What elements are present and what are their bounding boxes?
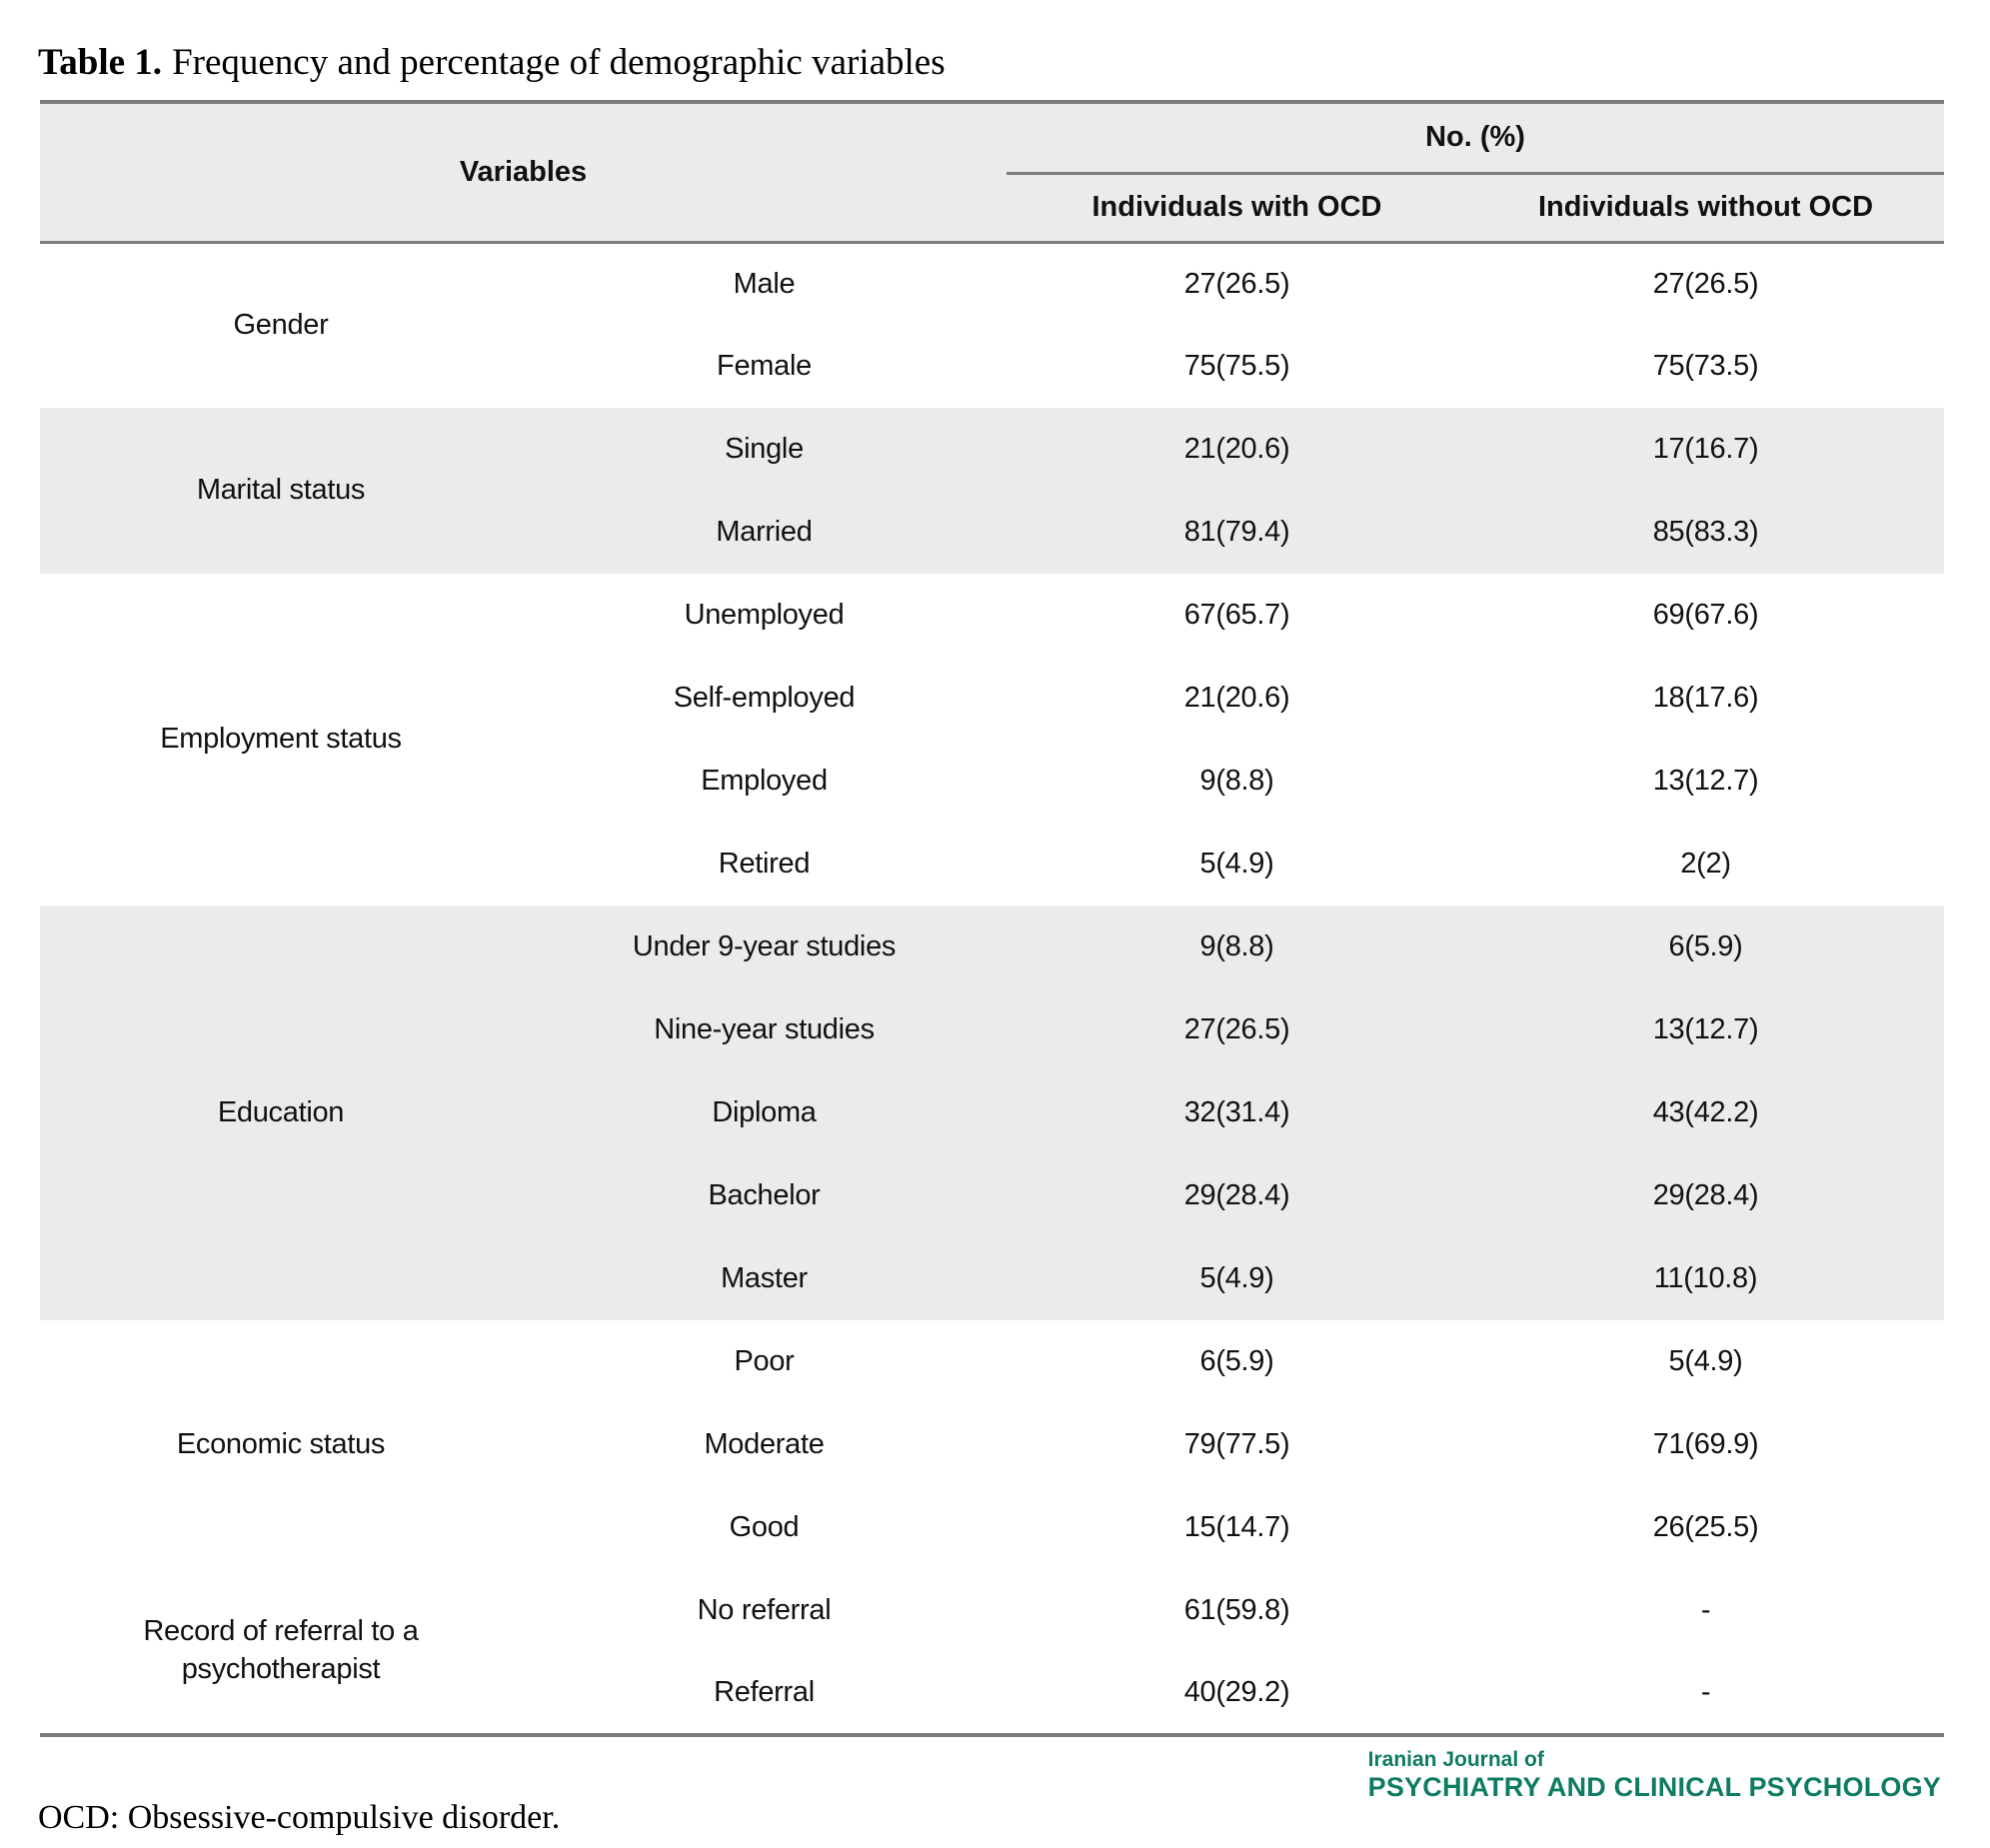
- table-row: Nine-year studies 27(26.5) 13(12.7): [40, 988, 1944, 1071]
- cell-category: Retired: [522, 823, 1006, 906]
- cell-with-ocd: 15(14.7): [1006, 1486, 1467, 1569]
- cell-with-ocd: 81(79.4): [1006, 491, 1467, 574]
- group-label-marital-status: Marital status: [40, 408, 522, 574]
- cell-category: Self-employed: [522, 657, 1006, 740]
- group-label-referral-record: Record of referral to a psychotherapist: [40, 1569, 522, 1735]
- cell-without-ocd: 69(67.6): [1467, 574, 1944, 657]
- cell-category: Bachelor: [522, 1154, 1006, 1237]
- table-row: Employment status Unemployed 67(65.7) 69…: [40, 574, 1944, 906]
- header-variables: Variables: [40, 102, 1006, 244]
- table-row: Good 15(14.7) 26(25.5): [40, 1486, 1944, 1569]
- cell-with-ocd: 21(20.6): [1006, 657, 1467, 740]
- table-row: Married 81(79.4) 85(83.3): [40, 491, 1944, 574]
- cell-with-ocd: 29(28.4): [1006, 1154, 1467, 1237]
- table-row: Employed 9(8.8) 13(12.7): [40, 740, 1944, 823]
- cell-with-ocd: 27(26.5): [1006, 242, 1467, 325]
- cell-with-ocd: 21(20.6): [1006, 408, 1467, 491]
- group-label-gender: Gender: [40, 242, 522, 408]
- cell-without-ocd: 11(10.8): [1467, 1237, 1944, 1320]
- cell-category: No referral: [522, 1569, 1006, 1652]
- table-row: Diploma 32(31.4) 43(42.2): [40, 1071, 1944, 1154]
- cell-category: Poor: [522, 1320, 1006, 1403]
- journal-logo: Iranian Journal of PSYCHIATRY AND CLINIC…: [1368, 1748, 1941, 1802]
- cell-with-ocd: 6(5.9): [1006, 1320, 1467, 1403]
- table-body: Gender Male 27(26.5) 27(26.5) Female 75(…: [40, 242, 1944, 1735]
- cell-category: Male: [522, 242, 1006, 325]
- cell-without-ocd: 75(73.5): [1467, 325, 1944, 408]
- cell-with-ocd: 5(4.9): [1006, 823, 1467, 906]
- cell-with-ocd: 75(75.5): [1006, 325, 1467, 408]
- cell-with-ocd: 5(4.9): [1006, 1237, 1467, 1320]
- cell-without-ocd: 6(5.9): [1467, 906, 1944, 988]
- cell-with-ocd: 67(65.7): [1006, 574, 1467, 657]
- cell-without-ocd: 85(83.3): [1467, 491, 1944, 574]
- table-row: Retired 5(4.9) 2(2): [40, 823, 1944, 906]
- cell-without-ocd: 13(12.7): [1467, 740, 1944, 823]
- table-row: Bachelor 29(28.4) 29(28.4): [40, 1154, 1944, 1237]
- table-row: Marital status Single 21(20.6) 17(16.7): [40, 408, 1944, 574]
- cell-category: Moderate: [522, 1403, 1006, 1486]
- journal-logo-line2: PSYCHIATRY AND CLINICAL PSYCHOLOGY: [1367, 1771, 1941, 1802]
- table-caption-label: Table 1.: [38, 42, 163, 83]
- cell-category: Good: [522, 1486, 1006, 1569]
- cell-without-ocd: 27(26.5): [1467, 242, 1944, 325]
- cell-category: Referral: [522, 1652, 1006, 1735]
- header-row-2: Individuals with OCD Individuals without…: [40, 173, 1944, 244]
- cell-with-ocd: 32(31.4): [1006, 1071, 1467, 1154]
- table-footnote: OCD: Obsessive-compulsive disorder.: [38, 1799, 561, 1836]
- cell-with-ocd: 79(77.5): [1006, 1403, 1467, 1486]
- cell-without-ocd: 18(17.6): [1467, 657, 1944, 740]
- table-caption: Table 1. Frequency and percentage of demo…: [38, 41, 946, 85]
- header-with-ocd: Individuals with OCD: [1006, 173, 1467, 244]
- cell-without-ocd: 29(28.4): [1467, 1154, 1944, 1237]
- table-row: Female 75(75.5) 75(73.5): [40, 325, 1944, 408]
- table-header: Variables No. (%) Individuals with OCD I…: [40, 102, 1944, 244]
- table-row: Moderate 79(77.5) 71(69.9): [40, 1403, 1944, 1486]
- cell-category: Diploma: [522, 1071, 1006, 1154]
- table-row: Education Under 9-year studies 9(8.8) 6(…: [40, 906, 1944, 1320]
- group-label-economic-status: Economic status: [40, 1320, 522, 1569]
- table-caption-text: Frequency and percentage of demographic …: [172, 42, 946, 83]
- cell-with-ocd: 40(29.2): [1006, 1652, 1467, 1735]
- cell-category: Married: [522, 491, 1006, 574]
- table-row: Master 5(4.9) 11(10.8): [40, 1237, 1944, 1320]
- header-without-ocd: Individuals without OCD: [1467, 173, 1944, 244]
- demographics-table: Variables No. (%) Individuals with OCD I…: [40, 100, 1944, 1737]
- cell-without-ocd: 26(25.5): [1467, 1486, 1944, 1569]
- cell-category: Under 9-year studies: [522, 906, 1006, 988]
- cell-with-ocd: 61(59.8): [1006, 1569, 1467, 1652]
- cell-without-ocd: 71(69.9): [1467, 1403, 1944, 1486]
- header-row-1: Variables No. (%): [40, 102, 1944, 244]
- cell-without-ocd: -: [1467, 1652, 1944, 1735]
- table-row: Referral 40(29.2) -: [40, 1652, 1944, 1735]
- table-row: Self-employed 21(20.6) 18(17.6): [40, 657, 1944, 740]
- table-row: Economic status Poor 6(5.9) 5(4.9): [40, 1320, 1944, 1569]
- table-row: Record of referral to a psychotherapist …: [40, 1569, 1944, 1735]
- cell-with-ocd: 9(8.8): [1006, 906, 1467, 988]
- table-row: Gender Male 27(26.5) 27(26.5): [40, 242, 1944, 408]
- group-label-education: Education: [40, 906, 522, 1320]
- cell-category: Female: [522, 325, 1006, 408]
- cell-without-ocd: 5(4.9): [1467, 1320, 1944, 1403]
- cell-category: Nine-year studies: [522, 988, 1006, 1071]
- cell-without-ocd: 43(42.2): [1467, 1071, 1944, 1154]
- cell-without-ocd: 13(12.7): [1467, 988, 1944, 1071]
- cell-category: Unemployed: [522, 574, 1006, 657]
- cell-without-ocd: 2(2): [1467, 823, 1944, 906]
- header-no-pct: No. (%): [1006, 102, 1944, 175]
- cell-category: Master: [522, 1237, 1006, 1320]
- group-label-employment-status: Employment status: [40, 574, 522, 906]
- cell-category: Single: [522, 408, 1006, 491]
- cell-without-ocd: -: [1467, 1569, 1944, 1652]
- journal-logo-line1: Iranian Journal of: [1367, 1748, 1544, 1771]
- cell-without-ocd: 17(16.7): [1467, 408, 1944, 491]
- cell-with-ocd: 27(26.5): [1006, 988, 1467, 1071]
- cell-with-ocd: 9(8.8): [1006, 740, 1467, 823]
- cell-category: Employed: [522, 740, 1006, 823]
